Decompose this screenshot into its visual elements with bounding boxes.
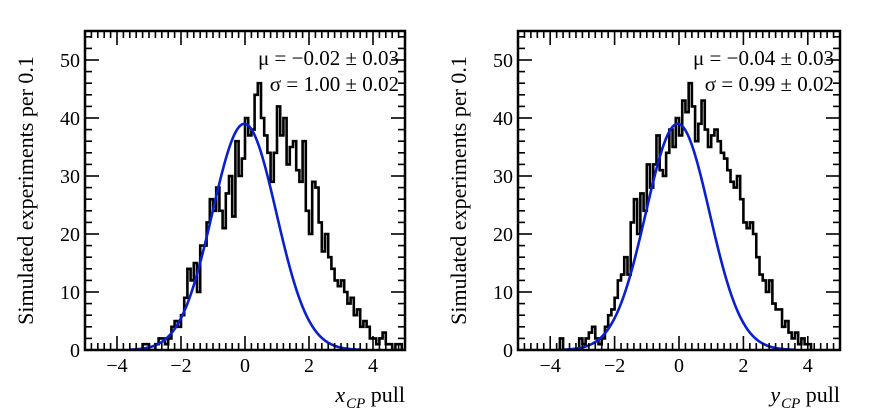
x-tick-label: −4 [106,355,127,377]
x-tick-label: 4 [368,355,378,377]
y-tick-label: 0 [70,340,80,362]
x-axis-subscript: CP [781,396,800,412]
y-tick-label: 20 [60,224,80,246]
x-axis-var: x [334,382,345,407]
y-axis-title: Simulated experiments per 0.1 [13,56,38,325]
gaussian-fit-curve [563,122,795,350]
y-tick-label: 10 [493,282,513,304]
sigma-annotation: σ = 0.99 ± 0.02 [705,72,834,96]
y-tick-label: 30 [60,166,80,188]
y-tick-label: 40 [493,108,513,130]
x-tick-label: 4 [803,355,813,377]
x-tick-label: 2 [738,355,748,377]
y-tick-label: 50 [60,50,80,72]
y-tick-label: 0 [503,340,513,362]
x-axis-var: y [768,382,780,407]
y-tick-label: 50 [493,50,513,72]
y-tick-label: 20 [493,224,513,246]
x-tick-label: 2 [304,355,314,377]
x-tick-label: −2 [170,355,191,377]
y-tick-label: 30 [493,166,513,188]
x-tick-label: −4 [540,355,561,377]
y-tick-label: 10 [60,282,80,304]
x-axis-title: yCP pull [768,382,840,412]
x-axis-suffix: pull [365,382,405,407]
sigma-annotation: σ = 1.00 ± 0.02 [270,72,399,96]
y-axis-title: Simulated experiments per 0.1 [446,56,471,325]
y-tick-label: 40 [60,108,80,130]
x-axis-suffix: pull [800,382,840,407]
x-axis-subscript: CP [346,396,365,412]
mu-annotation: μ = −0.04 ± 0.03 [693,46,834,70]
histogram-steps [141,81,404,350]
gaussian-fit-curve [129,122,361,350]
histogram-steps [558,81,813,350]
x-tick-label: −2 [604,355,625,377]
x-tick-label: 0 [240,355,250,377]
x-axis-title: xCP pull [334,382,405,412]
mu-annotation: μ = −0.02 ± 0.03 [258,46,399,70]
x-tick-label: 0 [674,355,684,377]
